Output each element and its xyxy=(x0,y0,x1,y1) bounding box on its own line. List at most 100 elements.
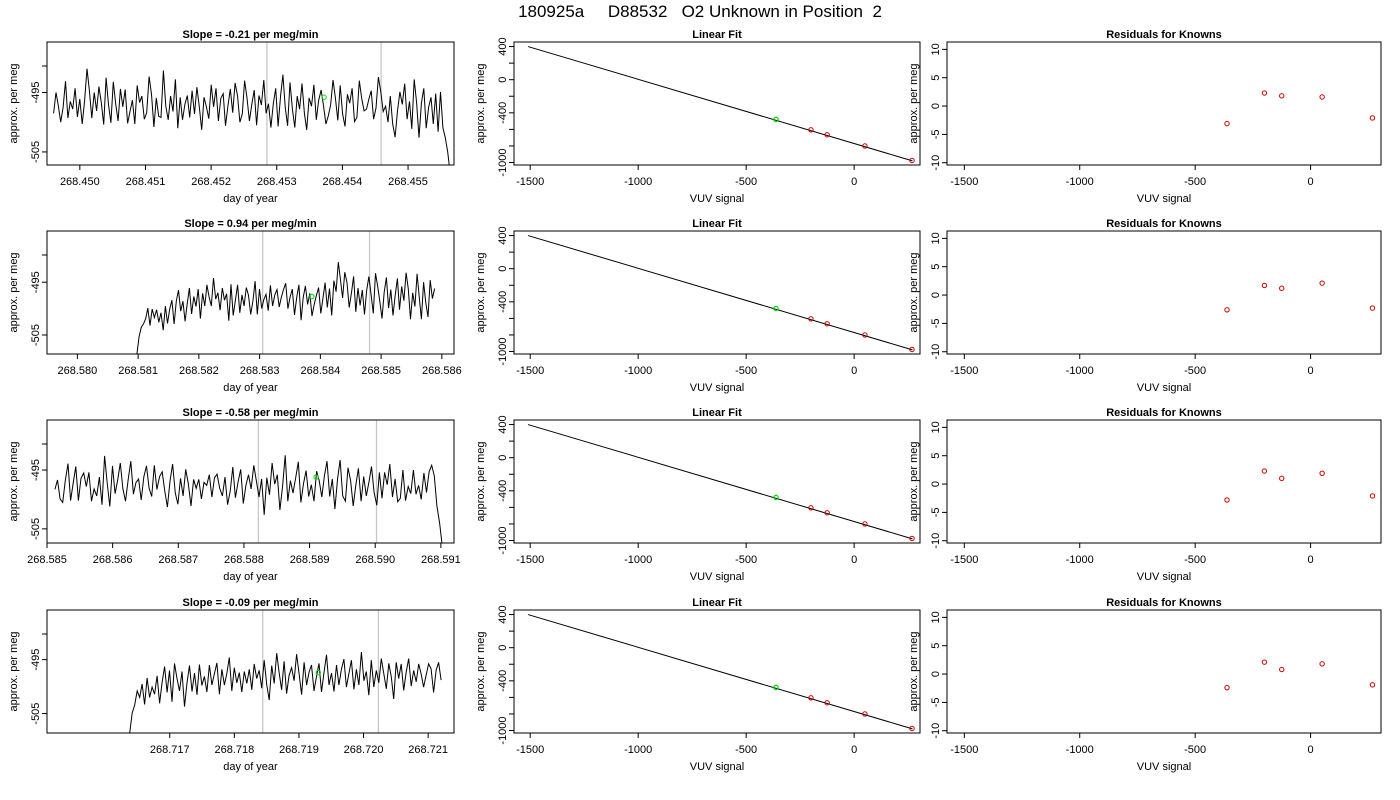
known-point xyxy=(824,700,830,706)
panel-title: Slope = 0.94 per meg/min xyxy=(184,218,317,230)
plot-frame xyxy=(46,230,455,355)
y-axis-label: approx. per meg xyxy=(8,631,20,711)
x-axis-label: VUV signal xyxy=(690,193,744,205)
x-tick-label: -500 xyxy=(1184,176,1206,188)
y-tick-label: -495 xyxy=(30,271,42,293)
x-tick-label: -1500 xyxy=(950,365,978,377)
x-tick-label: 0 xyxy=(851,365,857,377)
plot-area xyxy=(1224,468,1376,503)
plot-frame xyxy=(513,230,921,355)
y-tick-label: -495 xyxy=(30,459,42,481)
fit-line xyxy=(527,424,913,540)
y-tick-label: 400 xyxy=(497,605,509,623)
known-point xyxy=(824,510,830,516)
panel-r1-c3: Residuals for Knowns -1500 -1000 -500 0 10 5 0 -… xyxy=(908,29,1382,205)
x-tick-label: -500 xyxy=(735,554,757,566)
data-trace xyxy=(54,455,443,543)
y-tick-label: 0 xyxy=(930,103,942,109)
y-axis-label: approx. per meg xyxy=(8,252,20,332)
y-tick-label: 10 xyxy=(930,611,942,623)
x-tick-label: 0 xyxy=(851,554,857,566)
plot-frame xyxy=(46,609,455,734)
x-tick-label: 268.718 xyxy=(214,744,254,756)
y-tick-label: -10 xyxy=(930,533,942,549)
known-point xyxy=(909,725,915,732)
figure-title: 180925a D88532 O2 Unknown in Position 2 xyxy=(518,2,882,21)
plot-frame xyxy=(46,419,455,544)
x-tick-label: 268.450 xyxy=(60,176,100,188)
x-tick-label: -1500 xyxy=(516,176,544,188)
x-tick-label: 268.590 xyxy=(355,554,395,566)
x-tick-label: -1500 xyxy=(516,744,544,756)
y-tick-label: -10 xyxy=(930,344,942,360)
y-axis-label: approx. per meg xyxy=(8,63,20,143)
panel-title: Residuals for Knowns xyxy=(1106,218,1222,230)
known-point xyxy=(909,346,915,353)
x-tick-label: -1000 xyxy=(624,365,652,377)
residual-point xyxy=(1261,468,1268,474)
residual-point xyxy=(1224,307,1230,313)
plot-frame xyxy=(46,41,455,166)
plot-area xyxy=(527,614,915,732)
y-tick-label: 5 xyxy=(930,264,942,270)
x-tick-label: -1000 xyxy=(624,176,652,188)
y-axis-label: approx. per meg xyxy=(908,63,920,143)
residual-point xyxy=(1279,666,1285,673)
plot-frame xyxy=(513,609,921,734)
y-axis-label: approx. per meg xyxy=(475,63,487,143)
plot-area xyxy=(54,420,443,543)
x-tick-label: -1000 xyxy=(624,554,652,566)
plot-area xyxy=(136,231,436,354)
plot-area xyxy=(129,610,442,733)
y-tick-label: 5 xyxy=(930,453,942,459)
x-tick-label: -1000 xyxy=(1066,554,1094,566)
panel-r1-c2: Linear Fit -1500 -1000 -500 0 400 0 -400 -1000 VU… xyxy=(475,29,921,205)
data-trace xyxy=(129,652,442,733)
x-axis-label: VUV signal xyxy=(1137,382,1191,394)
residual-point xyxy=(1261,282,1268,289)
x-tick-label: 0 xyxy=(851,744,857,756)
residual-point xyxy=(1319,280,1325,286)
data-trace xyxy=(136,262,436,354)
x-tick-label: -1500 xyxy=(516,554,544,566)
plot-frame xyxy=(513,419,921,544)
y-tick-label: -10 xyxy=(930,155,942,171)
x-tick-label: -1000 xyxy=(1066,365,1094,377)
plot-area xyxy=(1224,90,1376,127)
x-tick-label: 268.586 xyxy=(422,365,462,377)
known-point xyxy=(824,321,830,327)
x-tick-label: 0 xyxy=(1308,365,1314,377)
known-point xyxy=(808,505,814,511)
y-tick-label: -5 xyxy=(930,508,942,518)
unknown-marker xyxy=(315,669,322,676)
y-tick-label: -400 xyxy=(497,670,509,692)
known-point xyxy=(862,332,868,338)
x-tick-label: -1500 xyxy=(950,744,978,756)
x-tick-label: -1500 xyxy=(950,554,978,566)
panel-r2-c2: Linear Fit -1500 -1000 -500 0 400 0 -400 -1000 VU… xyxy=(475,218,921,394)
x-tick-label: 268.582 xyxy=(179,365,219,377)
x-tick-label: 268.583 xyxy=(240,365,280,377)
residual-point xyxy=(1319,94,1325,100)
residual-point xyxy=(1261,659,1268,665)
residual-point xyxy=(1369,493,1376,499)
y-tick-label: 10 xyxy=(930,43,942,55)
y-axis-label: approx. per meg xyxy=(908,631,920,711)
x-axis-label: day of year xyxy=(223,382,278,394)
known-point xyxy=(862,143,868,149)
x-axis-label: VUV signal xyxy=(1137,193,1191,205)
y-tick-label: -400 xyxy=(497,102,509,124)
residual-point xyxy=(1369,305,1376,311)
x-axis-label: day of year xyxy=(223,193,278,205)
x-tick-label: 268.452 xyxy=(191,176,231,188)
x-tick-label: 0 xyxy=(851,176,857,188)
x-tick-label: 268.588 xyxy=(224,554,264,566)
y-tick-label: -1000 xyxy=(497,526,509,554)
residual-point xyxy=(1369,115,1376,121)
y-tick-label: -1000 xyxy=(497,337,509,365)
x-tick-label: 268.589 xyxy=(290,554,330,566)
panel-title: Linear Fit xyxy=(692,407,742,419)
x-tick-label: 268.453 xyxy=(257,176,297,188)
x-tick-label: 268.717 xyxy=(150,744,190,756)
